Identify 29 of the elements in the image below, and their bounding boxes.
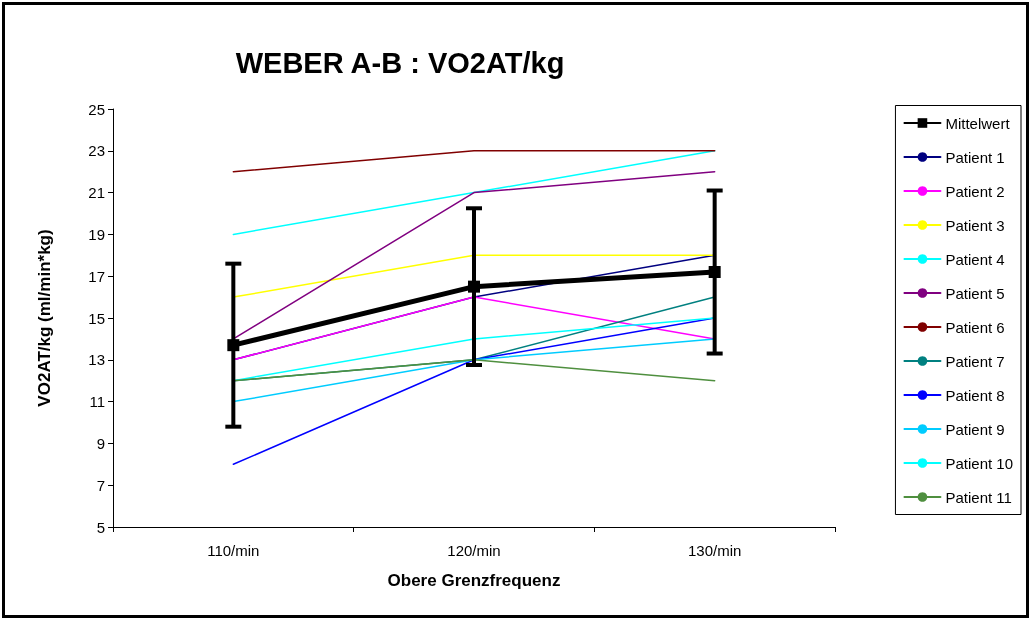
legend-label: Patient 9	[945, 420, 1005, 438]
y-tick-label: 17	[88, 267, 105, 285]
legend-label: Patient 2	[945, 182, 1005, 200]
y-tick-label: 25	[88, 100, 105, 118]
legend-label: Patient 6	[945, 318, 1005, 336]
x-tick-label: 120/min	[447, 542, 501, 559]
y-axis-title: VO2AT/kg (ml/min*kg)	[35, 229, 54, 407]
y-tick-label: 7	[96, 476, 105, 494]
x-tick-label: 130/min	[687, 542, 742, 559]
y-tick-label: 23	[88, 142, 105, 160]
y-tick-label: 11	[89, 393, 105, 411]
y-tick-label: 21	[88, 184, 105, 202]
legend-label: Patient 3	[945, 216, 1005, 234]
legend-label: Patient 11	[945, 488, 1012, 506]
x-tick-label: 110/min	[207, 542, 260, 559]
legend-label: Patient 5	[945, 284, 1005, 302]
chart-title: WEBER A-B : VO2AT/kg	[235, 46, 565, 79]
legend-label: Patient 8	[945, 386, 1005, 404]
y-tick-label: 15	[88, 309, 105, 327]
y-tick-label: 19	[88, 225, 105, 243]
legend-label: Patient 1	[945, 148, 1005, 166]
legend-label: Mittelwert	[945, 114, 1011, 132]
legend-label: Patient 4	[945, 250, 1005, 268]
y-tick-label: 9	[96, 434, 105, 452]
legend-label: Patient 7	[945, 352, 1005, 370]
x-axis-title: Obere Grenzfrequenz	[387, 571, 561, 590]
y-tick-label: 5	[96, 518, 105, 536]
y-tick-label: 13	[88, 351, 105, 369]
legend-label: Patient 10	[945, 454, 1014, 472]
